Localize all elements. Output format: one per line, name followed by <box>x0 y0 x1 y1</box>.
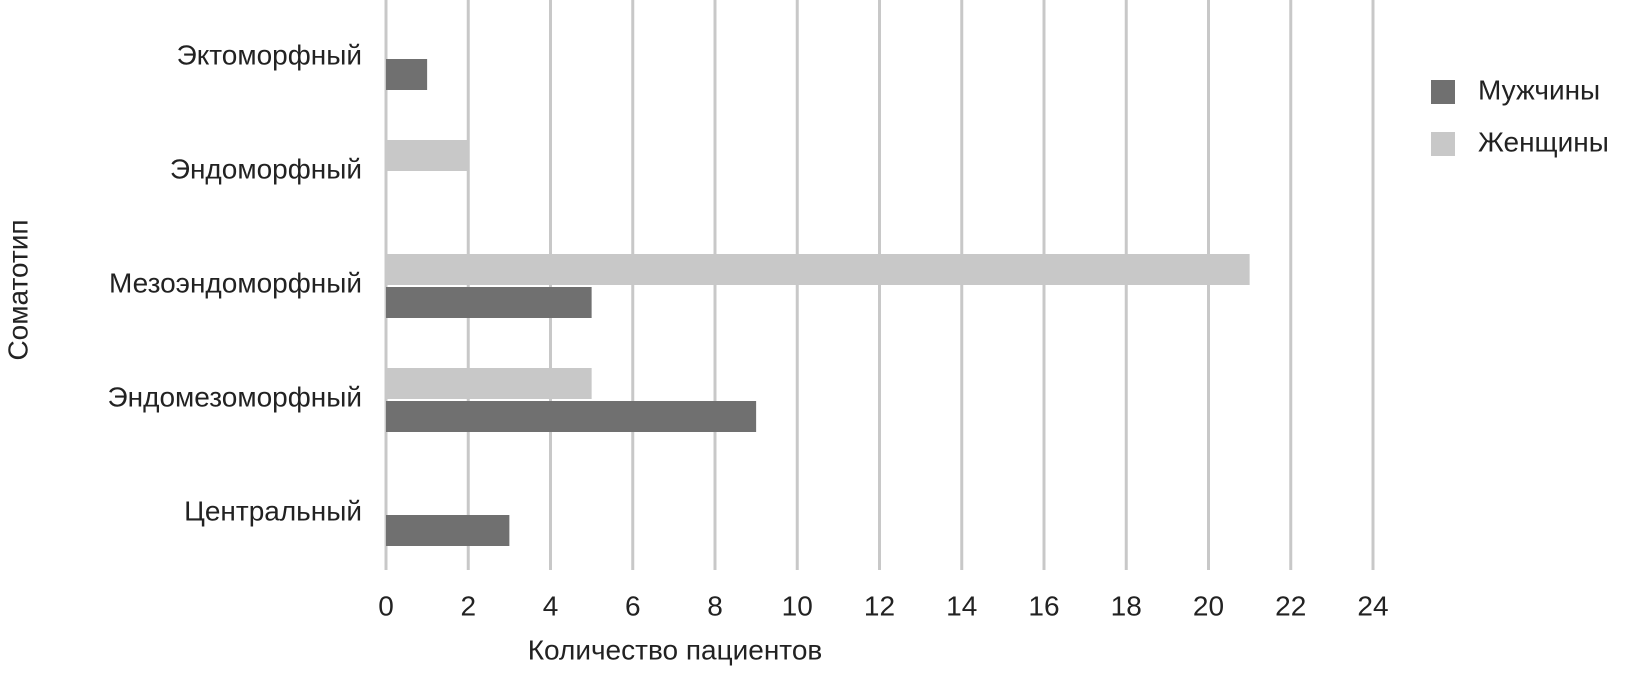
x-tick-label: 16 <box>1028 590 1059 621</box>
legend-swatch <box>1431 80 1455 104</box>
x-tick-label: 4 <box>543 590 559 621</box>
legend-label: Мужчины <box>1478 74 1600 105</box>
bar <box>386 287 592 318</box>
bar <box>386 140 469 171</box>
bar <box>386 368 592 399</box>
bar <box>386 59 428 90</box>
x-tick-label: 10 <box>782 590 813 621</box>
x-tick-label: 0 <box>378 590 394 621</box>
x-tick-label: 18 <box>1111 590 1142 621</box>
legend-label: Женщины <box>1478 126 1609 157</box>
y-axis-title: Соматотип <box>2 219 33 360</box>
x-axis-title: Количество пациентов <box>528 634 823 665</box>
bar <box>386 515 510 546</box>
x-tick-label: 24 <box>1357 590 1388 621</box>
y-tick-label: Эктоморфный <box>177 39 362 70</box>
legend-swatch <box>1431 132 1455 156</box>
x-tick-label: 14 <box>946 590 977 621</box>
x-tick-label: 22 <box>1275 590 1306 621</box>
y-tick-label: Эндомезоморфный <box>108 381 362 412</box>
y-tick-label: Центральный <box>184 495 362 526</box>
x-tick-label: 12 <box>864 590 895 621</box>
x-tick-label: 8 <box>707 590 723 621</box>
x-tick-label: 2 <box>460 590 476 621</box>
x-tick-label: 20 <box>1193 590 1224 621</box>
bar <box>386 401 757 432</box>
y-tick-label: Мезоэндоморфный <box>109 267 362 298</box>
y-tick-label: Эндоморфный <box>170 153 362 184</box>
x-tick-label: 6 <box>625 590 641 621</box>
bar <box>386 254 1250 285</box>
